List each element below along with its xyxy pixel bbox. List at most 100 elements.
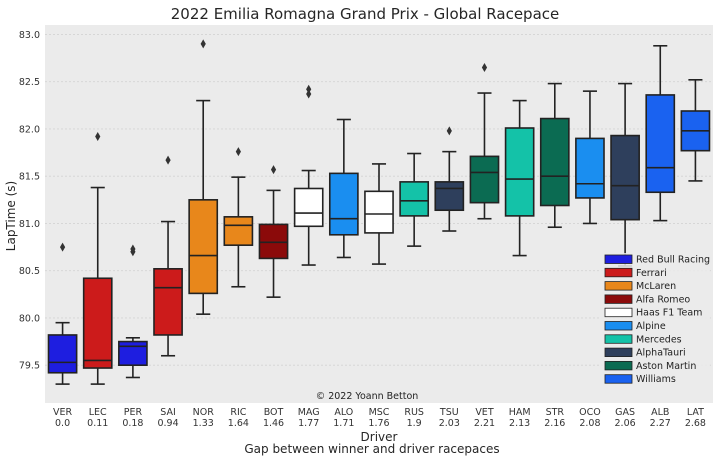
- x-tick-driver: GAS: [615, 407, 635, 418]
- box-tsu: [434, 126, 465, 232]
- legend-swatch: [604, 334, 633, 344]
- outlier-point: [270, 165, 277, 175]
- box-alo: [328, 118, 359, 259]
- legend: Red Bull Racing Ferrari McLaren Alfa Romeo H…: [600, 253, 710, 390]
- legend-label: AlphaTauri: [636, 348, 686, 359]
- box-iqr: [293, 187, 324, 228]
- y-tick-label: 83.0: [19, 30, 40, 41]
- legend-label: Alpine: [636, 321, 666, 332]
- x-tick-driver: SAI: [160, 407, 176, 418]
- legend-swatch: [604, 347, 633, 358]
- legend-label: Alfa Romeo: [636, 294, 690, 305]
- x-tick-gap: 2.13: [509, 418, 530, 429]
- x-tick-driver: PER: [124, 407, 143, 418]
- x-tick-driver: RIC: [230, 407, 246, 418]
- x-tick-driver: MSC: [369, 407, 390, 418]
- box-iqr: [82, 277, 113, 369]
- x-axis-sublabel: Gap between winner and driver racepaces: [244, 442, 499, 456]
- legend-label: Mercedes: [636, 334, 682, 345]
- x-tick-gap: 2.27: [650, 418, 671, 429]
- box-iqr: [645, 94, 676, 194]
- outlier-point: [165, 155, 171, 165]
- box-iqr: [539, 117, 570, 207]
- box-nor: [188, 39, 219, 315]
- box-ver: [47, 242, 78, 385]
- x-tick-driver: STR: [546, 407, 565, 418]
- box-iqr: [328, 172, 359, 236]
- x-tick-gap: 1.71: [333, 418, 354, 429]
- box-lat: [680, 79, 711, 182]
- x-tick-driver: ALB: [651, 407, 669, 418]
- box-per: [118, 244, 148, 379]
- box-iqr: [188, 199, 219, 295]
- box-iqr: [258, 223, 289, 260]
- box-ham: [504, 99, 535, 257]
- box-iqr: [223, 216, 254, 246]
- legend-label: Red Bull Racing: [636, 255, 710, 266]
- box-sai: [153, 155, 183, 357]
- box-iqr: [434, 181, 465, 212]
- y-tick-label: 80.5: [19, 266, 40, 277]
- copyright-credit: © 2022 Yoann Betton: [316, 391, 419, 402]
- y-tick-label: 82.0: [19, 124, 40, 135]
- x-tick-gap: 1.64: [228, 418, 249, 429]
- legend-label: Aston Martin: [636, 361, 696, 372]
- box-rus: [399, 152, 430, 247]
- x-tick-gap: 1.33: [193, 418, 214, 429]
- outlier-point: [306, 89, 312, 99]
- legend-swatch: [604, 254, 633, 264]
- x-tick-gap: 1.46: [263, 418, 284, 429]
- chart-title: 2022 Emilia Romagna Grand Prix - Global …: [171, 5, 560, 23]
- y-tick-label: 80.0: [19, 313, 40, 324]
- x-tick-gap: 2.03: [439, 418, 460, 429]
- box-iqr: [47, 334, 78, 374]
- box-ric: [223, 147, 254, 288]
- x-tick-driver: LAT: [687, 407, 704, 418]
- x-tick-driver: MAG: [298, 407, 320, 418]
- x-tick-gap: 1.9: [407, 418, 422, 429]
- box-iqr: [504, 127, 535, 217]
- x-axis-label: Driver: [361, 430, 398, 444]
- x-tick-gap: 0.11: [87, 418, 108, 429]
- box-oco: [575, 90, 605, 225]
- x-tick-driver: TSU: [439, 407, 459, 418]
- box-lec: [82, 132, 113, 385]
- box-iqr: [118, 340, 148, 367]
- box-alb: [645, 44, 676, 222]
- x-tick-gap: 2.21: [474, 418, 495, 429]
- outlier-point: [481, 63, 488, 73]
- box-mag: [293, 84, 324, 266]
- y-tick-label: 81.5: [19, 172, 40, 183]
- box-bot: [258, 165, 289, 298]
- legend-swatch: [604, 360, 633, 371]
- x-tick-driver: RUS: [404, 407, 424, 418]
- legend-label: Ferrari: [636, 268, 667, 279]
- legend-swatch: [604, 294, 633, 304]
- x-tick-driver: HAM: [509, 407, 531, 418]
- box-gas: [610, 82, 640, 267]
- outlier-point: [446, 126, 452, 136]
- box-iqr: [469, 155, 500, 204]
- outlier-point: [235, 147, 241, 157]
- outlier-point: [200, 39, 206, 49]
- outlier-point: [130, 244, 136, 254]
- y-tick-label: 82.5: [19, 77, 40, 88]
- x-tick-driver: NOR: [193, 407, 215, 418]
- legend-swatch: [604, 374, 633, 384]
- x-tick-driver: VET: [475, 407, 494, 418]
- legend-swatch: [604, 281, 633, 291]
- x-tick-gap: 0.0: [55, 418, 70, 429]
- y-axis-label: LapTime (s): [4, 181, 18, 251]
- x-tick-driver: ALO: [334, 407, 353, 418]
- box-str: [539, 82, 570, 229]
- legend-label: McLaren: [636, 281, 676, 292]
- legend-swatch: [604, 267, 633, 278]
- box-iqr: [575, 137, 605, 199]
- x-tick-driver: VER: [53, 407, 73, 418]
- x-tick-gap: 0.18: [122, 418, 143, 429]
- outlier-point: [95, 132, 101, 142]
- x-tick-gap: 2.08: [579, 418, 600, 429]
- box-iqr: [364, 190, 394, 234]
- x-tick-driver: LEC: [89, 407, 107, 418]
